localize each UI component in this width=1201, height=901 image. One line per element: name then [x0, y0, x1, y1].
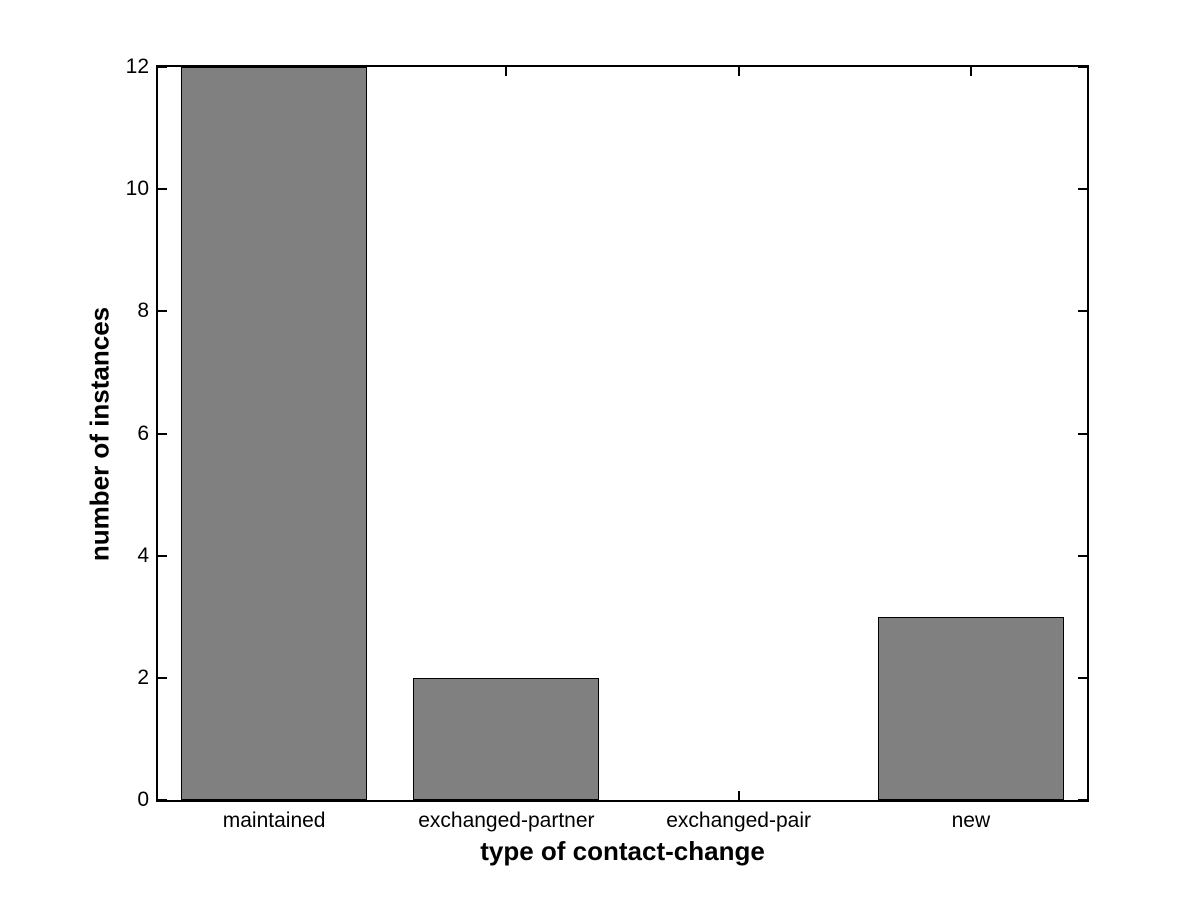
- bar-maintained: [181, 67, 368, 800]
- x-axis-tick-top: [737, 67, 740, 76]
- x-axis-label: type of contact-change: [480, 836, 765, 866]
- y-tick-label: 6: [137, 421, 149, 445]
- y-axis-tick-left: [158, 310, 167, 313]
- x-axis-tick-bottom: [737, 791, 740, 800]
- y-axis-tick-right: [1078, 188, 1087, 191]
- y-axis-tick-left: [158, 554, 167, 557]
- x-tick-label: maintained: [222, 809, 326, 832]
- y-axis-tick-right: [1078, 676, 1087, 679]
- y-axis-tick-left: [158, 188, 167, 191]
- y-tick-label: 8: [137, 299, 149, 323]
- y-tick-label: 0: [137, 788, 149, 811]
- y-tick-label: 4: [137, 543, 149, 567]
- y-axis-tick-left: [158, 432, 167, 435]
- y-tick-label: 12: [125, 55, 149, 78]
- plot-area: [156, 65, 1089, 802]
- y-axis-tick-left: [158, 676, 167, 679]
- bar-exchanged-partner: [413, 677, 600, 800]
- x-axis-tick-top: [969, 67, 972, 76]
- y-axis-tick-right: [1078, 554, 1087, 557]
- x-tick-label: exchanged-pair: [666, 809, 811, 832]
- x-tick-label: new: [951, 809, 991, 832]
- x-tick-label: exchanged-partner: [418, 809, 595, 832]
- y-axis-tick-left: [158, 799, 167, 801]
- y-axis-tick-right: [1078, 799, 1087, 801]
- bar-new: [877, 616, 1064, 800]
- y-axis-tick-right: [1078, 432, 1087, 435]
- y-tick-label: 2: [137, 665, 149, 689]
- y-axis-tick-left: [158, 66, 167, 68]
- y-axis-tick-right: [1078, 310, 1087, 313]
- y-tick-label: 10: [125, 177, 149, 201]
- x-axis-tick-top: [505, 67, 508, 76]
- y-axis-tick-right: [1078, 66, 1087, 68]
